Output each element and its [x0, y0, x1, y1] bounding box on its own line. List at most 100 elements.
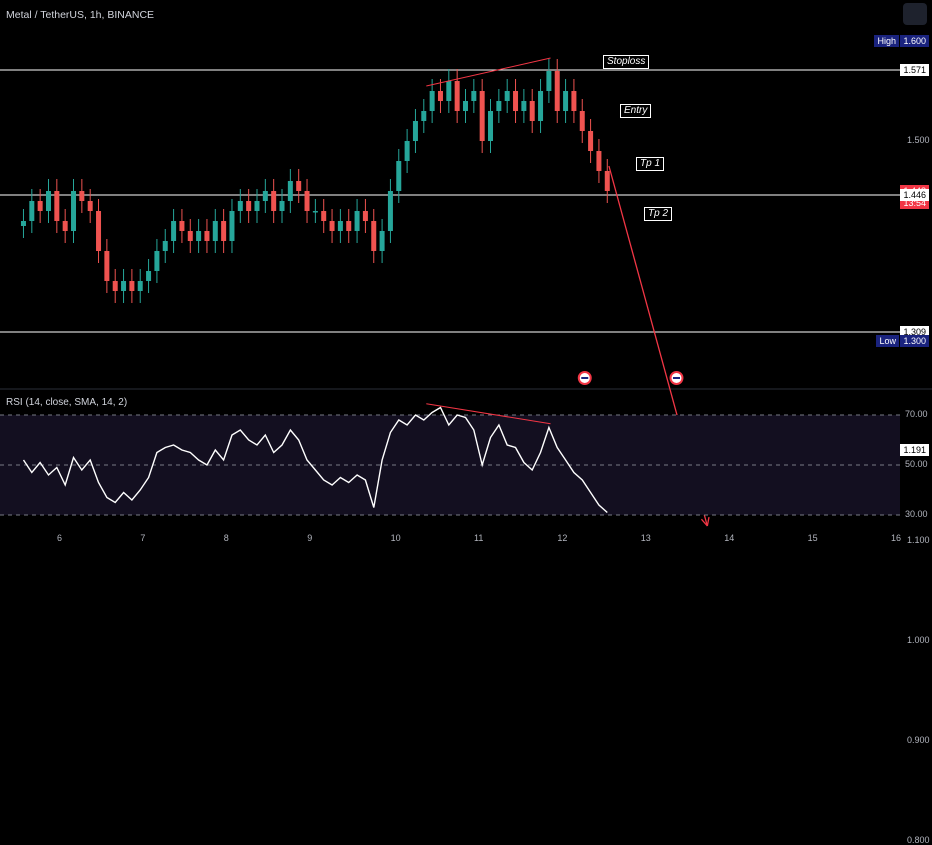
- candle-body-38: [337, 221, 343, 231]
- candle-body-70: [604, 171, 610, 191]
- candle-body-53: [462, 101, 468, 111]
- price-label-5: 1.300: [900, 335, 929, 347]
- candle-body-12: [121, 281, 127, 291]
- candle-body-68: [588, 131, 594, 151]
- candle-body-56: [488, 111, 494, 141]
- level-label-3: Tp 2: [644, 207, 673, 221]
- candle-body-44: [387, 191, 393, 231]
- arrow-head-1: [706, 517, 710, 527]
- rsi-indicator-title[interactable]: RSI (14, close, SMA, 14, 2): [6, 397, 128, 408]
- candle-body-4: [54, 191, 60, 221]
- candle-body-69: [596, 151, 602, 171]
- candle-body-29: [262, 191, 268, 201]
- candle-body-26: [237, 201, 243, 211]
- time-axis-tick-6: 12: [557, 533, 568, 543]
- candle-body-46: [404, 141, 410, 161]
- candle-body-31: [279, 201, 285, 211]
- candle-body-7: [79, 191, 85, 201]
- candle-body-41: [362, 211, 368, 221]
- rsi-panel: [0, 403, 900, 516]
- candle-body-25: [229, 211, 235, 241]
- candle-body-22: [204, 231, 210, 241]
- candle-body-35: [312, 211, 318, 213]
- candle-body-60: [521, 101, 527, 111]
- candle-body-66: [571, 91, 577, 111]
- candle-body-27: [246, 201, 252, 211]
- candle-body-21: [196, 231, 202, 241]
- candle-body-24: [221, 221, 227, 241]
- candle-body-33: [296, 181, 302, 191]
- candle-body-32: [287, 181, 293, 201]
- arrow-head-0: [700, 518, 708, 527]
- candle-body-67: [579, 111, 585, 131]
- candle-body-62: [538, 91, 544, 121]
- candle-body-19: [179, 221, 185, 231]
- candle-body-58: [504, 91, 510, 101]
- event-flag-stripe-1: [672, 377, 680, 379]
- candle-body-65: [563, 91, 569, 111]
- rsi-line: [22, 406, 608, 514]
- candle-body-61: [529, 101, 535, 121]
- candle-body-48: [421, 111, 427, 121]
- candle-body-14: [137, 281, 143, 291]
- candle-body-43: [379, 231, 385, 251]
- chart-settings-button[interactable]: [903, 3, 927, 25]
- candle-body-63: [546, 71, 552, 91]
- candle-body-30: [271, 191, 277, 211]
- candle-body-9: [96, 211, 102, 251]
- candle-body-47: [412, 121, 418, 141]
- candle-body-55: [479, 91, 485, 141]
- price-label-tag-0: High: [874, 35, 899, 47]
- rsi-divergence-line: [426, 403, 551, 425]
- time-axis-tick-4: 10: [390, 533, 401, 543]
- candle-body-16: [154, 251, 160, 271]
- price-label-0: 1.600: [900, 35, 929, 47]
- time-axis-tick-9: 15: [807, 533, 818, 543]
- level-label-0: Stoploss: [603, 55, 650, 69]
- candle-body-54: [471, 91, 477, 101]
- candle-body-5: [62, 221, 68, 231]
- time-axis-tick-0: 6: [57, 533, 63, 543]
- candle-body-8: [87, 201, 93, 211]
- candle-body-17: [162, 241, 168, 251]
- level-label-2: Tp 1: [636, 157, 665, 171]
- chart-canvas: [0, 57, 932, 527]
- rsi-axis-tick-1: 50.00: [905, 459, 928, 469]
- candle-body-0: [20, 221, 26, 226]
- candle-body-2: [37, 201, 43, 211]
- time-axis-tick-2: 8: [223, 533, 229, 543]
- candle-body-28: [254, 201, 260, 211]
- candle-body-49: [429, 91, 435, 111]
- rsi-axis-tick-0: 70.00: [905, 409, 928, 419]
- rsi-axis-tick-2: 30.00: [905, 509, 928, 519]
- candle-body-34: [304, 191, 310, 211]
- time-axis-tick-5: 11: [474, 533, 484, 543]
- candle-body-52: [454, 81, 460, 111]
- candle-body-50: [437, 91, 443, 101]
- candle-body-59: [513, 91, 519, 111]
- time-axis-tick-1: 7: [140, 533, 146, 543]
- time-axis-tick-3: 9: [307, 533, 313, 543]
- candle-body-23: [212, 221, 218, 241]
- price-axis-tick-3: 0.900: [907, 735, 930, 745]
- price-axis-tick-0: 1.500: [907, 135, 930, 145]
- candle-body-13: [129, 281, 135, 291]
- candle-body-10: [104, 251, 110, 281]
- candle-body-37: [329, 221, 335, 231]
- candle-body-20: [187, 231, 193, 241]
- time-axis-tick-8: 14: [724, 533, 735, 543]
- candle-body-15: [146, 271, 152, 281]
- symbol-title[interactable]: Metal / TetherUS, 1h, BINANCE: [6, 9, 155, 21]
- price-label-tag-5: Low: [876, 335, 899, 347]
- candle-body-39: [346, 221, 352, 231]
- price-divergence-line: [426, 57, 551, 87]
- candle-body-1: [29, 201, 35, 221]
- price-label-1: 1.571: [900, 64, 929, 76]
- candle-body-64: [554, 71, 560, 111]
- candle-body-36: [321, 211, 327, 221]
- candle-body-45: [396, 161, 402, 191]
- candle-body-3: [45, 191, 51, 211]
- bar-countdown: 13:54: [903, 198, 926, 208]
- price-axis-tick-4: 0.800: [907, 835, 930, 845]
- price-axis-tick-2: 1.000: [907, 635, 930, 645]
